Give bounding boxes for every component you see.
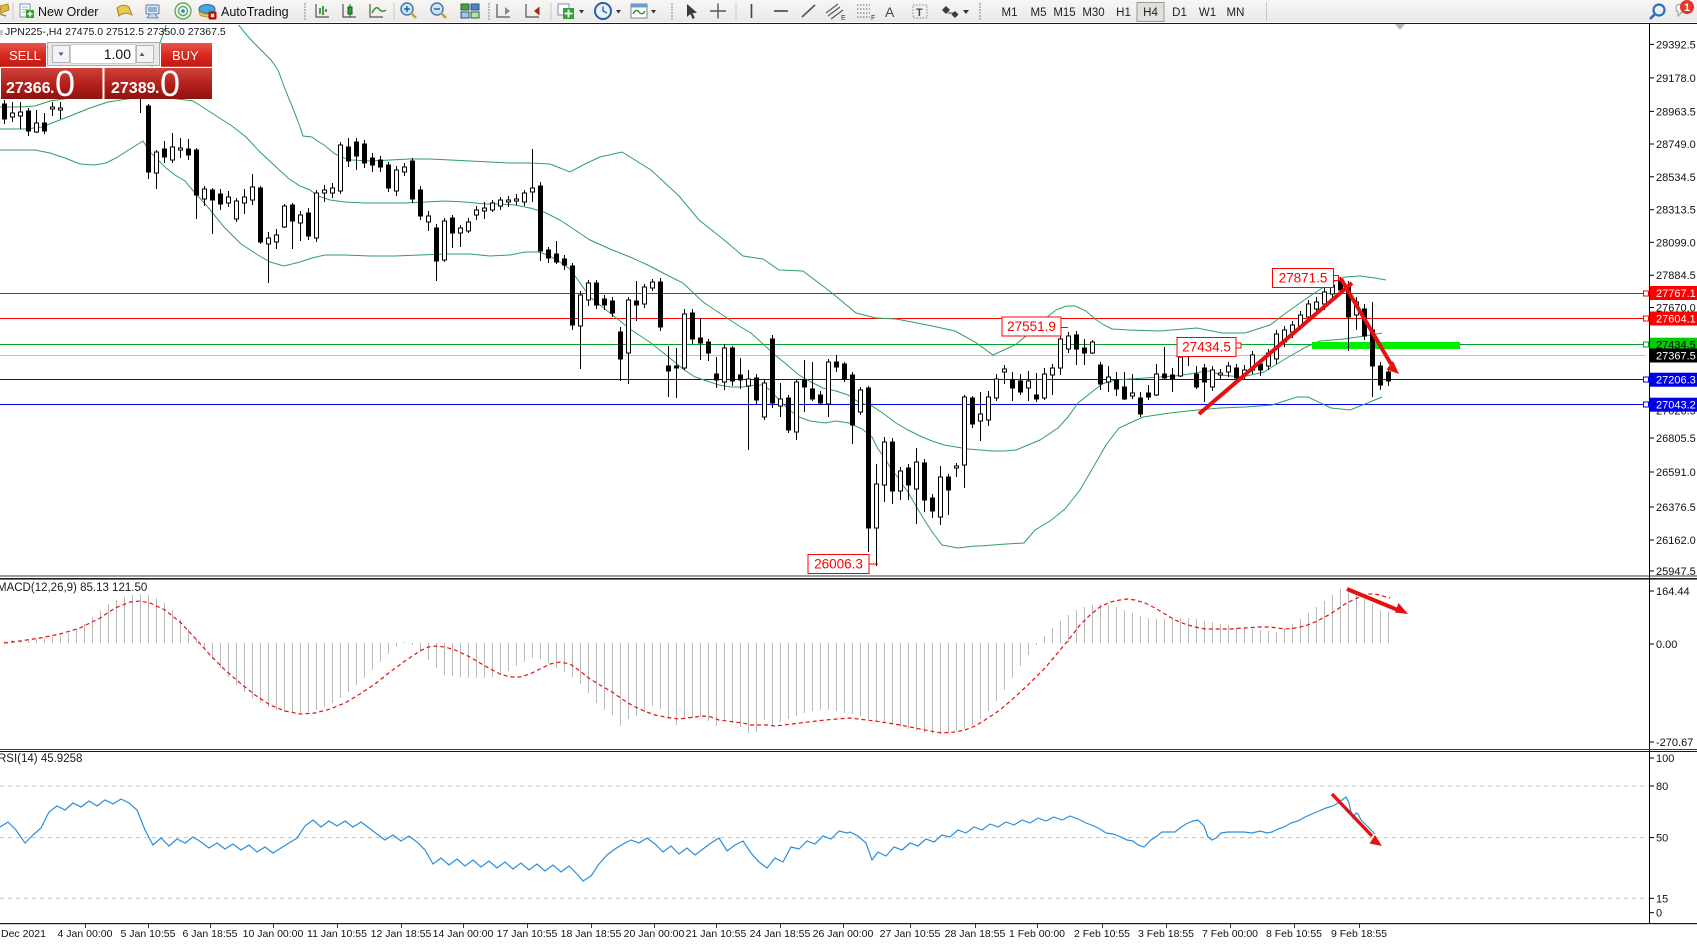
svg-text:10 Jan 00:00: 10 Jan 00:00 — [243, 928, 304, 940]
svg-text:MACD(12,26,9) 85.13 121.50: MACD(12,26,9) 85.13 121.50 — [0, 582, 147, 594]
svg-text:2 Feb 10:55: 2 Feb 10:55 — [1074, 928, 1130, 940]
svg-text:27367.5: 27367.5 — [1656, 350, 1696, 362]
svg-text:1 Feb 00:00: 1 Feb 00:00 — [1009, 928, 1065, 940]
svg-text:12 Jan 18:55: 12 Jan 18:55 — [371, 928, 432, 940]
svg-text:27043.2: 27043.2 — [1656, 400, 1696, 412]
svg-text:14 Jan 00:00: 14 Jan 00:00 — [433, 928, 494, 940]
svg-text:A: A — [885, 4, 895, 20]
svg-text:27389: 27389 — [111, 80, 156, 97]
svg-text:27206.3: 27206.3 — [1656, 375, 1696, 387]
svg-text:M15: M15 — [1053, 7, 1075, 19]
svg-text:0: 0 — [160, 63, 180, 104]
svg-text:E: E — [841, 15, 846, 22]
svg-text:.: . — [155, 80, 159, 97]
svg-text:MN: MN — [1227, 7, 1245, 19]
svg-text:11 Jan 10:55: 11 Jan 10:55 — [307, 928, 367, 940]
svg-text:29392.5: 29392.5 — [1656, 39, 1696, 51]
svg-text:8 Feb 10:55: 8 Feb 10:55 — [1266, 928, 1322, 940]
svg-text:Dec 2021: Dec 2021 — [1, 928, 46, 940]
svg-text:28313.5: 28313.5 — [1656, 205, 1696, 217]
svg-text:24 Jan 18:55: 24 Jan 18:55 — [750, 928, 811, 940]
svg-text:0: 0 — [1656, 908, 1662, 920]
svg-text:26805.5: 26805.5 — [1656, 433, 1696, 445]
svg-text:27767.1: 27767.1 — [1656, 288, 1696, 300]
svg-text:0: 0 — [55, 63, 75, 104]
svg-text:W1: W1 — [1199, 7, 1216, 19]
svg-text:17 Jan 10:55: 17 Jan 10:55 — [497, 928, 558, 940]
svg-text:1.00: 1.00 — [104, 46, 131, 62]
svg-text:7 Feb 00:00: 7 Feb 00:00 — [1202, 928, 1258, 940]
svg-text:27551.9: 27551.9 — [1007, 319, 1056, 334]
svg-text:H1: H1 — [1116, 7, 1131, 19]
svg-text:25947.5: 25947.5 — [1656, 566, 1696, 578]
svg-text:0.00: 0.00 — [1656, 639, 1677, 651]
svg-text:BUY: BUY — [172, 48, 199, 63]
svg-text:28534.5: 28534.5 — [1656, 172, 1696, 184]
svg-text:JPN225-,H4 27475.0 27512.5 27: JPN225-,H4 27475.0 27512.5 27350.0 27367… — [5, 26, 226, 38]
svg-text:T: T — [916, 7, 923, 19]
svg-text:RSI(14) 45.9258: RSI(14) 45.9258 — [0, 753, 82, 765]
svg-text:3 Feb 18:55: 3 Feb 18:55 — [1138, 928, 1194, 940]
svg-text:4 Jan 00:00: 4 Jan 00:00 — [58, 928, 113, 940]
svg-text:26376.5: 26376.5 — [1656, 502, 1696, 514]
svg-text:50: 50 — [1656, 833, 1668, 845]
svg-text:AutoTrading: AutoTrading — [221, 5, 289, 19]
svg-text:100: 100 — [1656, 753, 1674, 765]
svg-text:9 Feb 18:55: 9 Feb 18:55 — [1331, 928, 1387, 940]
svg-text:M30: M30 — [1082, 7, 1104, 19]
svg-text:1: 1 — [1684, 2, 1690, 14]
svg-text:M1: M1 — [1002, 7, 1018, 19]
svg-text:28749.0: 28749.0 — [1656, 139, 1696, 151]
svg-text:27 Jan 10:55: 27 Jan 10:55 — [880, 928, 941, 940]
svg-text:18 Jan 18:55: 18 Jan 18:55 — [561, 928, 622, 940]
svg-text:6 Jan 18:55: 6 Jan 18:55 — [183, 928, 238, 940]
svg-text:D1: D1 — [1172, 7, 1187, 19]
svg-text:New Order: New Order — [38, 5, 98, 19]
svg-text:M5: M5 — [1031, 7, 1047, 19]
svg-text:27434.5: 27434.5 — [1182, 340, 1231, 355]
svg-text:15: 15 — [1656, 893, 1668, 905]
svg-text:5 Jan 10:55: 5 Jan 10:55 — [121, 928, 176, 940]
svg-text:26006.3: 26006.3 — [814, 557, 863, 572]
svg-text:26 Jan 00:00: 26 Jan 00:00 — [813, 928, 874, 940]
svg-text:28099.0: 28099.0 — [1656, 237, 1696, 249]
svg-text:29178.0: 29178.0 — [1656, 73, 1696, 85]
svg-text:27871.5: 27871.5 — [1279, 271, 1328, 286]
svg-text:F: F — [871, 15, 875, 22]
svg-text:27884.5: 27884.5 — [1656, 270, 1696, 282]
svg-text:28 Jan 18:55: 28 Jan 18:55 — [945, 928, 1006, 940]
svg-text:21 Jan 10:55: 21 Jan 10:55 — [686, 928, 747, 940]
svg-text:26162.0: 26162.0 — [1656, 535, 1696, 547]
svg-text:SELL: SELL — [9, 48, 41, 63]
svg-text:-270.67: -270.67 — [1656, 737, 1693, 749]
svg-text:27366: 27366 — [6, 80, 51, 97]
svg-text:20 Jan 00:00: 20 Jan 00:00 — [624, 928, 685, 940]
svg-text:80: 80 — [1656, 781, 1668, 793]
svg-text:27604.1: 27604.1 — [1656, 313, 1696, 325]
svg-text:26591.0: 26591.0 — [1656, 467, 1696, 479]
svg-text:28963.5: 28963.5 — [1656, 106, 1696, 118]
svg-text:H4: H4 — [1143, 7, 1158, 19]
svg-text:164.44: 164.44 — [1656, 586, 1690, 598]
svg-text:.: . — [50, 80, 54, 97]
